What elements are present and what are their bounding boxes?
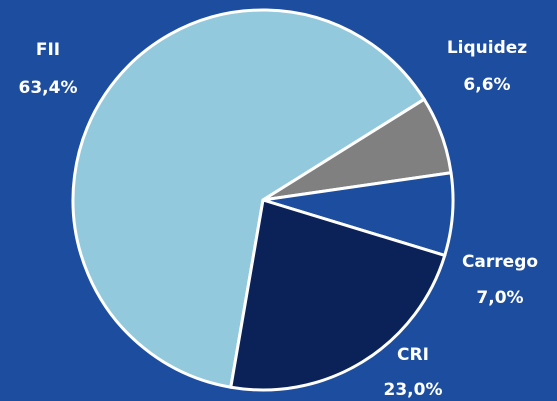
slice-value-label: 7,0%: [476, 288, 523, 308]
pie-slice: [229, 198, 447, 392]
slice-value-label: 63,4%: [19, 78, 78, 98]
slice-value-label: 6,6%: [463, 75, 510, 95]
pie-slice: [71, 8, 426, 389]
slice-label: FII: [36, 40, 60, 60]
slice-label: Carrego: [462, 252, 538, 272]
slice-value-label: 23,0%: [384, 380, 443, 400]
slice-label: CRI: [397, 345, 429, 365]
slice-label: Liquidez: [447, 38, 527, 58]
